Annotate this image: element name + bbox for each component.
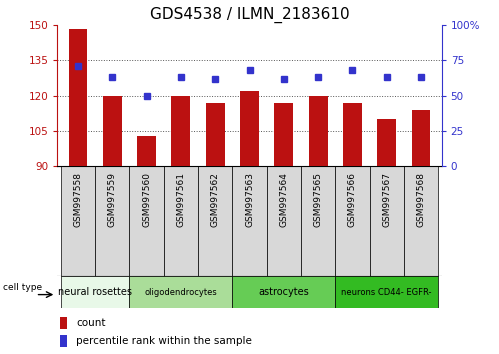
Text: GSM997564: GSM997564 (279, 172, 288, 227)
Bar (61, 166, 95, 276)
Text: GSM997562: GSM997562 (211, 172, 220, 227)
Text: GSM997568: GSM997568 (417, 172, 426, 227)
Text: GSM997565: GSM997565 (313, 172, 323, 227)
Bar (198, 166, 233, 276)
Bar (335, 166, 370, 276)
Bar (129, 166, 164, 276)
Bar (95, 166, 129, 276)
Text: GSM997567: GSM997567 (382, 172, 391, 227)
Bar (137, 136, 156, 166)
Text: GSM997563: GSM997563 (245, 172, 254, 227)
Bar (240, 91, 259, 166)
Text: cell type: cell type (3, 283, 42, 292)
Text: percentile rank within the sample: percentile rank within the sample (76, 336, 252, 346)
Bar (301, 166, 335, 276)
Bar (172, 96, 190, 166)
Bar (233, 276, 335, 308)
Bar (60, 335, 66, 347)
Text: GSM997559: GSM997559 (108, 172, 117, 227)
Bar (129, 276, 233, 308)
Text: neural rosettes: neural rosettes (58, 287, 132, 297)
Title: GDS4538 / ILMN_2183610: GDS4538 / ILMN_2183610 (150, 7, 349, 23)
Bar (343, 103, 362, 166)
Text: oligodendrocytes: oligodendrocytes (145, 287, 217, 297)
Text: count: count (76, 318, 106, 328)
Bar (412, 110, 431, 166)
Bar (335, 276, 438, 308)
Bar (68, 29, 87, 166)
Bar (309, 96, 327, 166)
Bar (404, 166, 438, 276)
Bar (377, 119, 396, 166)
Bar (274, 103, 293, 166)
Bar (164, 166, 198, 276)
Text: GSM997558: GSM997558 (73, 172, 82, 227)
Bar (233, 166, 266, 276)
Text: GSM997561: GSM997561 (176, 172, 186, 227)
Bar (206, 103, 225, 166)
Text: GSM997560: GSM997560 (142, 172, 151, 227)
Text: astrocytes: astrocytes (258, 287, 309, 297)
Bar (103, 96, 122, 166)
Text: neurons CD44- EGFR-: neurons CD44- EGFR- (341, 287, 432, 297)
Bar (60, 317, 66, 329)
Text: GSM997566: GSM997566 (348, 172, 357, 227)
Bar (370, 166, 404, 276)
Bar (61, 276, 129, 308)
Bar (266, 166, 301, 276)
